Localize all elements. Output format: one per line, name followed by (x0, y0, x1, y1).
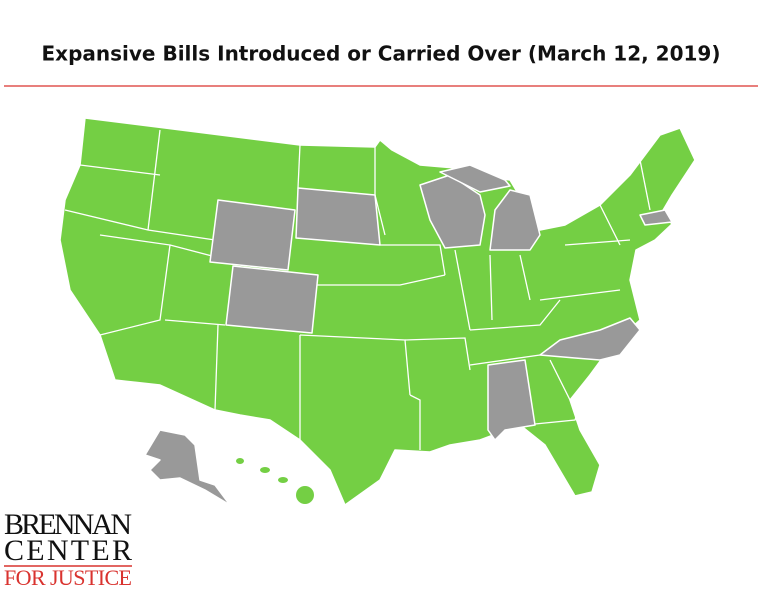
logo-line: BRENNAN (4, 508, 132, 541)
island (236, 458, 244, 464)
state-no-bill (439, 164, 511, 193)
hawaii (236, 458, 314, 504)
state-no-bill (209, 199, 296, 271)
state-no-bill (487, 359, 536, 441)
state-no-bill (539, 317, 641, 361)
state-no-bill (639, 209, 673, 226)
logo-line: FOR JUSTICE (4, 565, 132, 590)
island (296, 486, 314, 504)
map (59, 117, 696, 506)
state-no-bill (225, 265, 319, 334)
state-no-bill (489, 189, 541, 251)
logo-line: CENTER (4, 534, 132, 567)
logo: BRENNAN CENTER FOR JUSTICE (4, 508, 132, 590)
state-borders (64, 129, 651, 450)
state-no-bill (295, 187, 381, 246)
alaska (144, 429, 231, 506)
island (260, 467, 270, 473)
title: Expansive Bills Introduced or Carried Ov… (42, 42, 721, 66)
island (278, 477, 288, 483)
